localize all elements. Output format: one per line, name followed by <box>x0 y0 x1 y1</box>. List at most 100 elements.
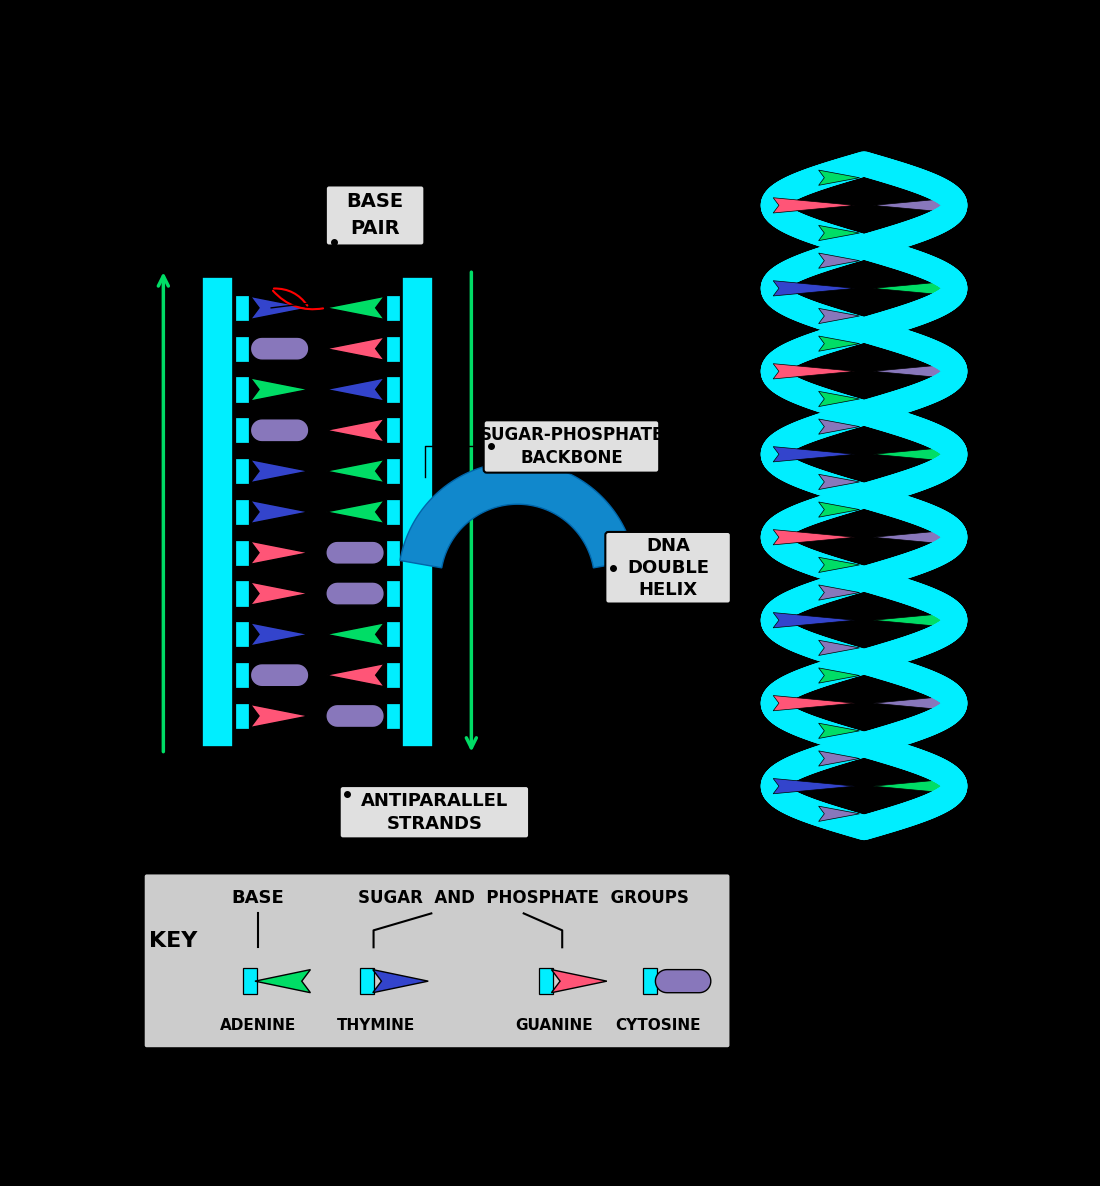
Polygon shape <box>326 500 384 523</box>
Polygon shape <box>773 364 855 378</box>
Polygon shape <box>873 530 955 544</box>
Polygon shape <box>869 308 910 324</box>
FancyBboxPatch shape <box>143 873 730 1048</box>
Polygon shape <box>773 281 855 296</box>
Text: PAIR: PAIR <box>350 219 400 238</box>
Bar <box>202 278 233 747</box>
Bar <box>386 621 399 648</box>
Polygon shape <box>773 695 855 710</box>
Polygon shape <box>551 970 607 993</box>
Polygon shape <box>818 225 859 241</box>
Bar <box>235 540 249 566</box>
Polygon shape <box>869 225 910 241</box>
FancyBboxPatch shape <box>340 786 529 839</box>
Bar <box>386 499 399 525</box>
Polygon shape <box>326 459 384 483</box>
Polygon shape <box>869 723 910 739</box>
Polygon shape <box>869 557 910 573</box>
Polygon shape <box>251 378 309 401</box>
Bar <box>539 968 553 994</box>
Bar <box>235 295 249 321</box>
Polygon shape <box>869 585 910 600</box>
Polygon shape <box>326 419 384 442</box>
Text: HELIX: HELIX <box>638 581 697 599</box>
Polygon shape <box>773 778 855 793</box>
Text: BASE: BASE <box>346 192 404 211</box>
Bar <box>235 703 249 729</box>
Polygon shape <box>373 970 428 993</box>
Polygon shape <box>326 582 384 605</box>
Polygon shape <box>251 664 309 687</box>
Bar <box>235 417 249 444</box>
Polygon shape <box>873 613 955 627</box>
Bar <box>386 540 399 566</box>
Polygon shape <box>773 447 855 461</box>
Bar <box>386 376 399 402</box>
Bar <box>243 968 256 994</box>
Text: KEY: KEY <box>150 931 198 950</box>
Polygon shape <box>869 253 910 268</box>
Polygon shape <box>818 751 859 766</box>
Polygon shape <box>400 461 635 568</box>
Text: ANTIPARALLEL: ANTIPARALLEL <box>361 792 508 810</box>
Polygon shape <box>873 447 955 461</box>
Bar <box>386 295 399 321</box>
Polygon shape <box>818 640 859 656</box>
Polygon shape <box>873 364 955 378</box>
Polygon shape <box>818 391 859 407</box>
Text: SUGAR-PHOSPHATE: SUGAR-PHOSPHATE <box>480 426 663 444</box>
Polygon shape <box>869 336 910 351</box>
Polygon shape <box>818 585 859 600</box>
Text: THYMINE: THYMINE <box>337 1018 415 1033</box>
Bar <box>386 458 399 484</box>
Text: ADENINE: ADENINE <box>220 1018 296 1033</box>
Bar <box>235 580 249 606</box>
Bar <box>235 336 249 362</box>
Polygon shape <box>873 281 955 296</box>
FancyBboxPatch shape <box>605 533 730 604</box>
Polygon shape <box>818 668 859 683</box>
Polygon shape <box>251 541 309 565</box>
Polygon shape <box>773 530 855 544</box>
FancyBboxPatch shape <box>484 420 659 473</box>
Bar <box>386 580 399 606</box>
Polygon shape <box>326 296 384 319</box>
Polygon shape <box>869 170 910 185</box>
Polygon shape <box>251 623 309 646</box>
FancyBboxPatch shape <box>326 185 425 246</box>
Polygon shape <box>818 308 859 324</box>
Bar <box>235 621 249 648</box>
Bar <box>235 499 249 525</box>
Polygon shape <box>326 623 384 646</box>
Text: SUGAR  AND  PHOSPHATE  GROUPS: SUGAR AND PHOSPHATE GROUPS <box>359 890 689 907</box>
Bar <box>403 278 433 747</box>
Polygon shape <box>873 695 955 710</box>
Polygon shape <box>818 557 859 573</box>
Polygon shape <box>873 778 955 793</box>
Polygon shape <box>818 806 859 822</box>
Polygon shape <box>869 640 910 656</box>
Polygon shape <box>818 336 859 351</box>
Polygon shape <box>773 613 855 627</box>
Polygon shape <box>326 541 384 565</box>
Text: DNA: DNA <box>646 537 690 555</box>
Polygon shape <box>873 198 955 213</box>
Polygon shape <box>251 296 309 319</box>
Bar <box>386 336 399 362</box>
Polygon shape <box>656 970 711 993</box>
Polygon shape <box>869 751 910 766</box>
Polygon shape <box>251 500 309 523</box>
Polygon shape <box>818 170 859 185</box>
Text: DOUBLE: DOUBLE <box>627 559 710 576</box>
Polygon shape <box>326 704 384 727</box>
Polygon shape <box>251 459 309 483</box>
Polygon shape <box>251 337 309 361</box>
Polygon shape <box>326 337 384 361</box>
Bar <box>386 417 399 444</box>
Bar <box>386 703 399 729</box>
Polygon shape <box>818 419 859 434</box>
Bar <box>235 376 249 402</box>
Polygon shape <box>869 391 910 407</box>
Polygon shape <box>869 474 910 490</box>
Polygon shape <box>773 198 855 213</box>
